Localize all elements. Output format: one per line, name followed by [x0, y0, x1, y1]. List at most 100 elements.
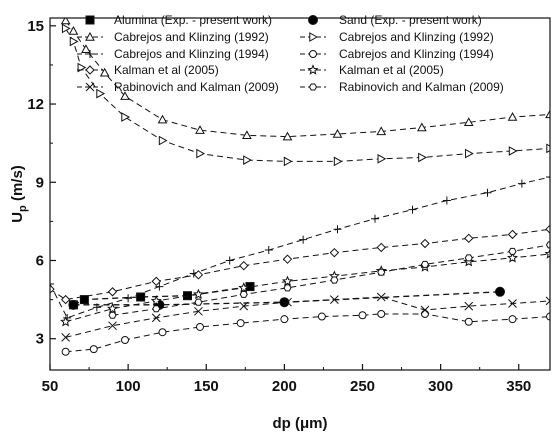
marker-plus	[50, 279, 54, 288]
marker-circle-open	[377, 309, 386, 318]
marker-triangle-right	[418, 152, 427, 163]
marker-circle-open	[236, 319, 245, 328]
legend-item: Rabinovich and Kalman (2009)	[300, 80, 504, 94]
series-line	[73, 291, 501, 306]
series-3	[61, 23, 550, 167]
marker-x	[420, 305, 430, 315]
axes: 50 100 150 200 250 300 350 3 6 9 12 15	[27, 18, 531, 395]
marker-star	[238, 282, 250, 293]
legend-item: Alumina (Exp. - present work)	[85, 13, 272, 27]
marker-triangle-up	[68, 26, 79, 35]
legend-label: Kalman et al (2005)	[114, 63, 219, 77]
marker-triangle-up	[282, 131, 293, 141]
marker-plus	[92, 303, 101, 312]
x-tick-label: 50	[42, 378, 59, 395]
marker-diamond	[464, 233, 474, 244]
marker-circle-filled	[68, 299, 79, 310]
marker-plus	[86, 50, 94, 58]
marker-hexagon	[330, 276, 339, 284]
series-6	[50, 224, 550, 305]
marker-x	[545, 296, 550, 306]
marker-x	[61, 333, 70, 342]
marker-triangle-right	[377, 153, 387, 164]
legend-label: Kalman et al (2005)	[339, 63, 444, 77]
marker-diamond	[282, 254, 293, 264]
x-axis-label: dp (μm)	[273, 415, 328, 432]
marker-x	[464, 301, 474, 311]
marker-x	[508, 299, 517, 308]
marker-triangle-up	[81, 44, 91, 53]
marker-hexagon	[194, 298, 203, 306]
series-7	[60, 248, 550, 327]
marker-circle-open	[61, 347, 70, 356]
marker-circle-open	[317, 312, 326, 321]
legend-label: Cabrejos and Klinzing (1994)	[114, 47, 269, 61]
marker-hexagon	[508, 247, 517, 255]
marker-diamond	[107, 287, 118, 297]
marker-circle-filled	[495, 286, 505, 297]
marker-square	[79, 295, 89, 305]
marker-x	[376, 292, 386, 302]
marker-triangle-up	[157, 114, 168, 124]
marker-square	[136, 292, 146, 302]
marker-x	[108, 321, 117, 331]
marker-star	[307, 64, 319, 75]
legend-item: Cabrejos and Klinzing (1994)	[77, 47, 269, 61]
marker-circle-open	[158, 328, 167, 337]
marker-circle-open	[464, 317, 473, 326]
marker-plus	[371, 214, 379, 223]
marker-plus	[299, 235, 308, 244]
legend-label: Cabrejos and Klinzing (1992)	[339, 30, 494, 44]
marker-hexagon	[464, 254, 473, 262]
legend-label: Cabrejos and Klinzing (1992)	[114, 30, 269, 44]
marker-star	[106, 302, 119, 314]
marker-x	[330, 295, 339, 304]
x-tick-label: 150	[194, 378, 219, 395]
x-tick-label: 200	[272, 378, 297, 395]
marker-triangle-up	[417, 122, 427, 132]
marker-triangle-up	[507, 112, 518, 121]
marker-circle-open	[280, 315, 289, 324]
marker-plus	[546, 173, 550, 182]
x-tick-label: 250	[350, 378, 375, 395]
x-tick-label: 350	[506, 378, 531, 395]
legend-label: Cabrejos and Klinzing (1994)	[339, 47, 494, 61]
marker-triangle-right	[243, 155, 252, 165]
marker-hexagon	[239, 290, 248, 298]
marker-square	[85, 15, 95, 25]
series-line	[65, 253, 550, 323]
marker-circle-open	[309, 50, 317, 58]
legend-label: Alumina (Exp. - present work)	[114, 13, 272, 27]
marker-hexagon	[420, 260, 430, 268]
marker-star	[544, 248, 550, 259]
marker-hexagon	[308, 83, 318, 91]
marker-star	[150, 295, 162, 306]
plot-area	[50, 18, 550, 356]
legend-item: Cabrejos and Klinzing (1992)	[77, 30, 269, 44]
series-2	[60, 18, 550, 141]
marker-triangle-up	[99, 67, 110, 77]
marker-triangle-right	[61, 23, 71, 34]
marker-triangle-right	[333, 156, 343, 167]
marker-circle-open	[421, 309, 429, 318]
series-4	[50, 173, 550, 322]
marker-circle-filled	[308, 15, 318, 25]
marker-triangle-right	[508, 146, 518, 156]
legend-label: Sand (Exp. - present work)	[339, 13, 482, 27]
marker-triangle-right	[465, 148, 474, 159]
marker-triangle-up	[120, 91, 130, 100]
y-tick-label: 12	[27, 96, 44, 113]
marker-x	[283, 297, 292, 307]
marker-circle-open	[508, 315, 517, 324]
series-line	[65, 296, 550, 338]
marker-x	[194, 306, 203, 316]
marker-diamond	[545, 224, 550, 234]
legend-item: Cabrejos and Klinzing (1994)	[300, 47, 494, 61]
y-tick-label: 6	[36, 252, 44, 269]
marker-star	[506, 252, 519, 263]
legend-item: Sand (Exp. - present work)	[308, 13, 482, 27]
marker-x	[151, 313, 161, 323]
marker-plus	[442, 196, 451, 205]
x-tick-label: 100	[116, 378, 141, 395]
